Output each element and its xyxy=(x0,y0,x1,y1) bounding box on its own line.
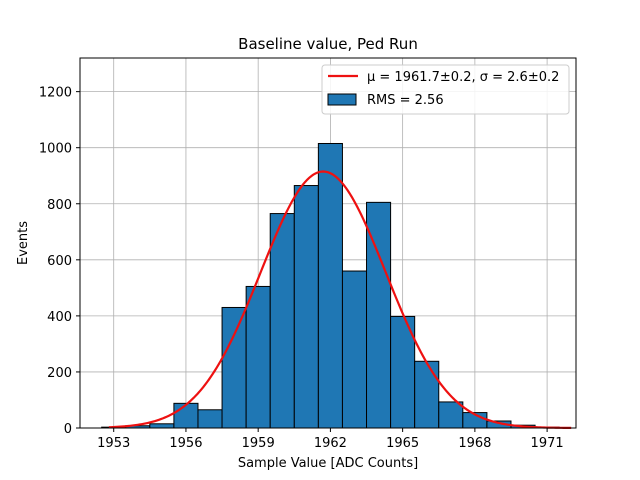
legend-histogram-swatch xyxy=(327,93,357,106)
y-tick-label: 200 xyxy=(47,366,72,381)
histogram-bar xyxy=(293,185,319,429)
histogram-bar xyxy=(438,401,464,429)
y-tick-label: 600 xyxy=(47,254,72,269)
x-tick-label: 1956 xyxy=(169,436,202,451)
x-tick-label: 1965 xyxy=(386,436,419,451)
y-tick-label: 400 xyxy=(47,310,72,325)
histogram-bar xyxy=(197,409,223,429)
histogram-bar xyxy=(245,285,271,429)
x-tick-label: 1968 xyxy=(458,436,491,451)
histogram-bar xyxy=(366,201,392,429)
histogram-bar xyxy=(341,270,368,429)
histogram-bar xyxy=(173,402,199,429)
y-tick-label: 0 xyxy=(64,422,72,437)
x-tick-label: 1953 xyxy=(97,436,130,451)
plot-frame xyxy=(79,57,577,429)
legend-fit-label: μ = 1961.7±0.2, σ = 2.6±0.2 xyxy=(367,70,559,85)
x-tick-label: 1959 xyxy=(242,436,275,451)
legend-histogram-label: RMS = 2.56 xyxy=(367,93,444,108)
axis-ticks: 1953 1956 1959 1962 1965 1968 1971 0 200 400 600 80… xyxy=(39,86,564,451)
histogram-bar xyxy=(317,142,343,429)
y-tick-label: 1000 xyxy=(39,142,72,157)
legend-box xyxy=(321,64,570,115)
histogram-bar xyxy=(149,423,175,429)
histogram-bar xyxy=(269,213,295,429)
histogram-bars xyxy=(101,142,560,429)
gaussian-fit-curve xyxy=(108,170,572,429)
x-tick-label: 1962 xyxy=(314,436,347,451)
histogram-bar xyxy=(414,360,440,429)
y-axis-label: Events xyxy=(16,221,31,265)
x-tick-label: 1971 xyxy=(531,436,564,451)
legend: μ = 1961.7±0.2, σ = 2.6±0.2 RMS = 2.56 xyxy=(321,64,570,115)
y-tick-label: 1200 xyxy=(39,86,72,101)
x-axis-label: Sample Value [ADC Counts] xyxy=(238,456,418,471)
chart-title: Baseline value, Ped Run xyxy=(238,35,418,53)
y-tick-label: 800 xyxy=(47,198,72,213)
histogram-bar xyxy=(221,306,247,429)
